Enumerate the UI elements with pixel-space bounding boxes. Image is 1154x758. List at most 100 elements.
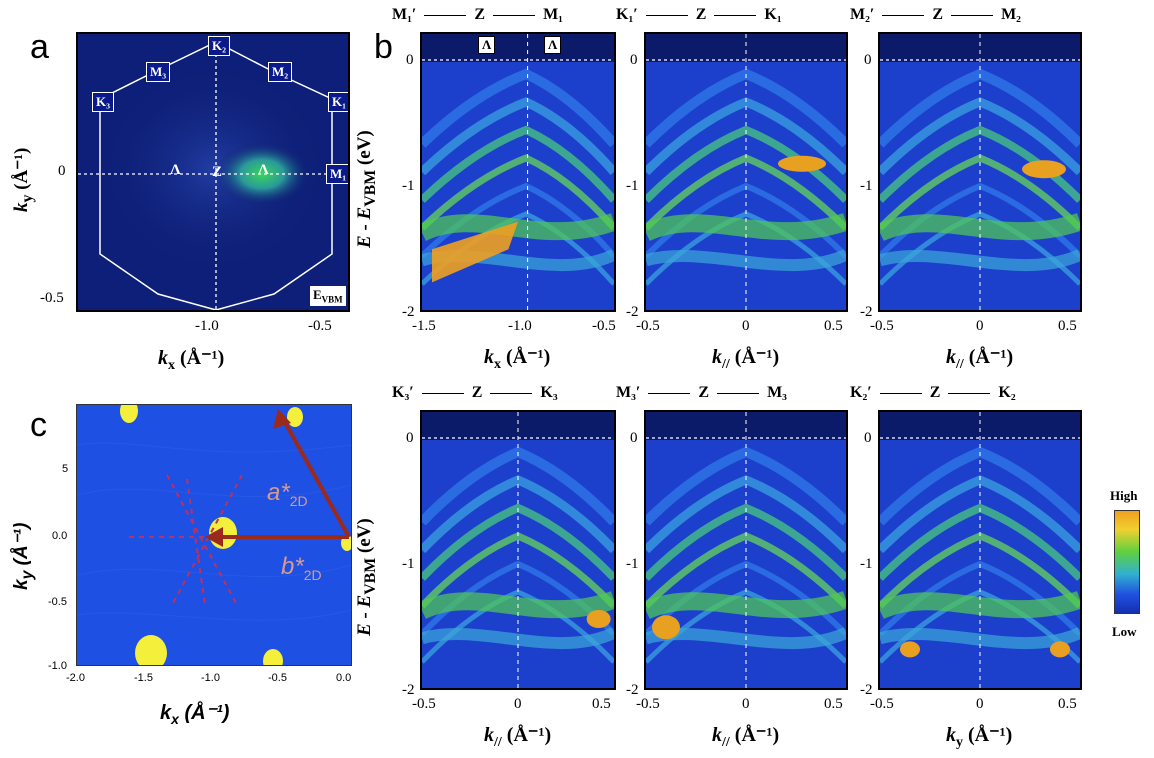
- arpes-xtick: 0.5: [1058, 696, 1077, 712]
- path-mid: Z: [929, 384, 941, 401]
- c-ytick-3: -1.0: [48, 660, 67, 672]
- b-ylabel-bottom: E - EVBM (eV): [354, 518, 379, 636]
- a-ytick-1: -0.5: [40, 290, 64, 306]
- arpes-plot-5: [878, 410, 1082, 690]
- arpes-ytick: -2: [402, 682, 415, 698]
- path-mid: Z: [932, 6, 944, 23]
- a-xtick-1: -0.5: [308, 318, 332, 334]
- arpes-ytick: -2: [626, 682, 639, 698]
- arpes-xtick: 0.5: [824, 696, 843, 712]
- arpes-plot-2: [878, 32, 1082, 312]
- arpes-ytick: -1: [626, 178, 639, 194]
- arpes-xlabel: k// (Å⁻¹): [946, 346, 1014, 372]
- arpes-xtick: -0.5: [636, 318, 660, 334]
- arpes-ytick: 0: [630, 430, 638, 446]
- path-end: M₁: [543, 6, 563, 23]
- arpes-ytick: 0: [864, 52, 872, 68]
- arpes-xlabel: k// (Å⁻¹): [484, 724, 552, 750]
- arpes-xtick: 0: [976, 696, 984, 712]
- arpes-ytick: -1: [402, 556, 415, 572]
- path-start: M₂′: [850, 6, 875, 23]
- arpes-ytick: -2: [402, 304, 415, 320]
- lambda-marker-left: Λ: [478, 36, 496, 54]
- evbm-label: EVBM: [310, 286, 346, 306]
- arpes-header-3: K₃′ Z K₃: [392, 384, 558, 402]
- arpes-ytick: -2: [860, 682, 873, 698]
- arpes-ytick: -1: [402, 178, 415, 194]
- panel-c-letter: c: [30, 406, 47, 444]
- arpes-xtick: -0.5: [412, 696, 436, 712]
- arpes-xtick: -1.5: [412, 318, 436, 334]
- a-ytick-0: 0: [58, 163, 66, 179]
- a-xlabel: kx (Å⁻¹): [158, 347, 225, 373]
- b-ylabel-top: E - EVBM (eV): [354, 130, 379, 248]
- arpes-xtick: -0.5: [870, 318, 894, 334]
- c-ytick-0: 5: [62, 463, 69, 475]
- arpes-header-1: K₁′ Z K₁: [616, 6, 782, 24]
- arpes-ytick: -1: [860, 178, 873, 194]
- point-lambda-right: Λ: [258, 162, 269, 178]
- point-z: Z: [212, 164, 223, 180]
- arpes-xlabel: kx (Å⁻¹): [484, 346, 551, 372]
- arpes-xtick: -0.5: [592, 318, 616, 334]
- arpes-ytick: 0: [864, 430, 872, 446]
- arpes-map: [880, 34, 1080, 310]
- path-start: M₃′: [616, 384, 641, 401]
- path-mid: Z: [698, 384, 710, 401]
- arpes-plot-3: [420, 410, 616, 690]
- arpes-map: [880, 412, 1080, 688]
- c-xtick-3: -0.5: [268, 672, 287, 684]
- arpes-xtick: -0.5: [636, 696, 660, 712]
- arpes-ytick: -1: [626, 556, 639, 572]
- arpes-xtick: 0: [742, 696, 750, 712]
- panel-a-map: [78, 34, 348, 310]
- path-end: K₂: [998, 384, 1016, 401]
- a2d-label: a*2D: [267, 479, 308, 509]
- path-end: M₃: [767, 384, 787, 401]
- c-xtick-4: 0.0: [336, 672, 352, 684]
- panel-b-letter: b: [374, 28, 393, 66]
- arpes-xtick: -0.5: [870, 696, 894, 712]
- path-mid: Z: [471, 384, 483, 401]
- arpes-xtick: 0.5: [592, 696, 611, 712]
- arpes-map: [646, 34, 846, 310]
- arpes-xtick: -1.0: [508, 318, 532, 334]
- path-end: M₂: [1001, 6, 1021, 23]
- point-m2: M₂: [268, 62, 293, 82]
- point-m3: M₃: [146, 62, 171, 82]
- c-ytick-2: -0.5: [48, 596, 67, 608]
- path-end: K₁: [764, 6, 782, 23]
- colorbar-low: Low: [1112, 624, 1137, 639]
- lambda-marker-right: Λ: [544, 36, 562, 54]
- arpes-xtick: 0: [976, 318, 984, 334]
- arpes-xlabel: k// (Å⁻¹): [712, 346, 780, 372]
- arpes-plot-4: [644, 410, 848, 690]
- panel-a-letter: a: [30, 28, 49, 66]
- arpes-map: [422, 412, 614, 688]
- arpes-xtick: 0.5: [824, 318, 843, 334]
- path-mid: Z: [695, 6, 707, 23]
- point-k2: K₂: [208, 36, 231, 56]
- point-lambda-left: Λ: [170, 162, 181, 178]
- arpes-ytick: 0: [406, 52, 414, 68]
- c-xtick-1: -1.5: [134, 672, 153, 684]
- point-k1: K₁: [328, 92, 348, 112]
- arpes-header-4: M₃′ Z M₃: [616, 384, 787, 402]
- arpes-xtick: 0: [514, 696, 522, 712]
- panel-a-plot: K₂ M₃ M₂ K₃ K₁ M₁ Λ Z Λ EVBM: [76, 32, 350, 312]
- colorbar: [1114, 510, 1140, 614]
- arpes-header-5: K₂′ Z K₂: [850, 384, 1016, 402]
- arpes-map: [646, 412, 846, 688]
- arpes-xtick: 0: [742, 318, 750, 334]
- arpes-ytick: -2: [860, 304, 873, 320]
- a-ylabel: ky (Å⁻¹): [11, 147, 36, 212]
- path-start: K₂′: [850, 384, 872, 401]
- c-xtick-2: -1.0: [201, 672, 220, 684]
- arpes-plot-1: [644, 32, 848, 312]
- arpes-xlabel: k// (Å⁻¹): [712, 724, 780, 750]
- arpes-header-2: M₂′ Z M₂: [850, 6, 1021, 24]
- c-ytick-1: 0.0: [52, 530, 68, 542]
- colorbar-high: High: [1110, 488, 1138, 503]
- c-ylabel: ky (Å⁻¹): [11, 522, 36, 590]
